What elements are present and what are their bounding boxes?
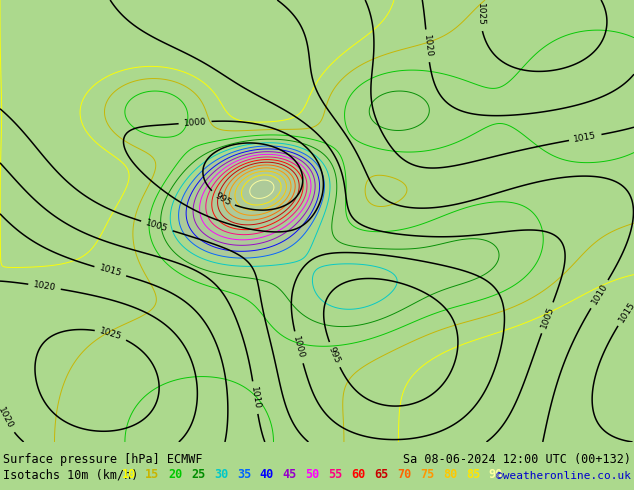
Text: 1015: 1015 (573, 131, 597, 144)
Text: 1015: 1015 (98, 264, 122, 279)
Text: 30: 30 (214, 468, 228, 481)
Text: 60: 60 (351, 468, 366, 481)
Text: ©weatheronline.co.uk: ©weatheronline.co.uk (496, 471, 631, 481)
Text: 50: 50 (306, 468, 320, 481)
Text: 10: 10 (122, 468, 136, 481)
Text: 80: 80 (443, 468, 457, 481)
Text: 55: 55 (328, 468, 343, 481)
Text: 1025: 1025 (98, 326, 123, 342)
Text: Isotachs 10m (km/h): Isotachs 10m (km/h) (3, 468, 138, 481)
Text: 1010: 1010 (590, 282, 609, 306)
Text: 65: 65 (374, 468, 389, 481)
Text: Surface pressure [hPa] ECMWF: Surface pressure [hPa] ECMWF (3, 453, 202, 466)
Text: 35: 35 (237, 468, 251, 481)
Text: 90: 90 (489, 468, 503, 481)
Text: 40: 40 (260, 468, 274, 481)
Text: 1000: 1000 (183, 117, 207, 128)
Text: 75: 75 (420, 468, 434, 481)
Text: 1005: 1005 (539, 305, 555, 330)
Text: 1020: 1020 (32, 280, 56, 293)
Text: 1025: 1025 (476, 3, 485, 26)
Text: 45: 45 (283, 468, 297, 481)
Text: 1005: 1005 (145, 219, 169, 234)
Text: 20: 20 (168, 468, 183, 481)
Text: 1010: 1010 (249, 386, 261, 410)
Text: 1015: 1015 (617, 300, 634, 324)
Text: 1000: 1000 (292, 335, 306, 360)
Text: 85: 85 (466, 468, 480, 481)
Text: 1020: 1020 (0, 406, 15, 431)
Text: 25: 25 (191, 468, 205, 481)
Text: 1020: 1020 (422, 34, 433, 58)
Text: 995: 995 (213, 191, 232, 207)
Text: 995: 995 (327, 345, 342, 365)
Text: 70: 70 (397, 468, 411, 481)
Text: 15: 15 (145, 468, 160, 481)
Text: Sa 08-06-2024 12:00 UTC (00+132): Sa 08-06-2024 12:00 UTC (00+132) (403, 453, 631, 466)
